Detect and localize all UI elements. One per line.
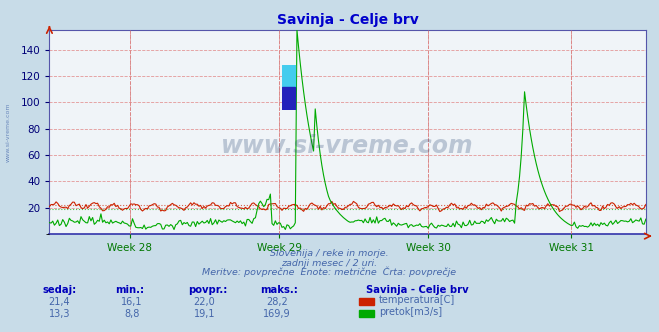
Text: Slovenija / reke in morje.: Slovenija / reke in morje. [270,249,389,258]
Text: 16,1: 16,1 [121,297,142,307]
Text: pretok[m3/s]: pretok[m3/s] [379,307,442,317]
Text: 28,2: 28,2 [266,297,288,307]
Text: 169,9: 169,9 [263,309,291,319]
Text: 8,8: 8,8 [124,309,140,319]
Text: Meritve: povprečne  Enote: metrične  Črta: povprečje: Meritve: povprečne Enote: metrične Črta:… [202,266,457,277]
Text: maks.:: maks.: [260,285,298,295]
Text: zadnji mesec / 2 uri.: zadnji mesec / 2 uri. [281,259,378,268]
Text: temperatura[C]: temperatura[C] [379,295,455,305]
Text: www.si-vreme.com: www.si-vreme.com [221,134,474,158]
Text: www.si-vreme.com: www.si-vreme.com [5,102,11,162]
Text: 13,3: 13,3 [49,309,70,319]
Bar [282,65,295,87]
Text: 21,4: 21,4 [49,297,70,307]
Title: Savinja - Celje brv: Savinja - Celje brv [277,13,418,27]
Text: Savinja - Celje brv: Savinja - Celje brv [366,285,469,295]
Text: 22,0: 22,0 [193,297,215,307]
Text: povpr.:: povpr.: [188,285,227,295]
Text: 19,1: 19,1 [194,309,215,319]
Text: sedaj:: sedaj: [43,285,77,295]
Text: min.:: min.: [115,285,144,295]
Bar [282,87,295,110]
